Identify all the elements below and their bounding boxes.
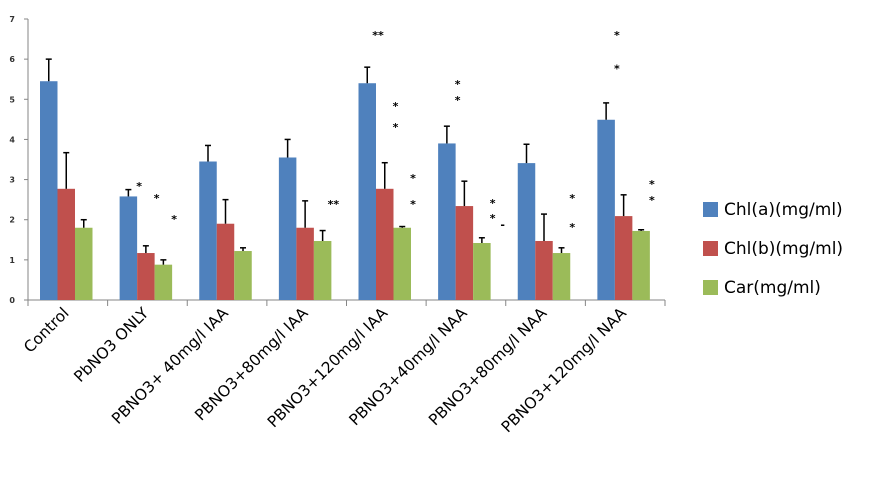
bar bbox=[119, 196, 138, 300]
legend-label: Chl(a)(mg/ml) bbox=[724, 199, 843, 220]
significance-marker: * bbox=[393, 121, 399, 134]
bar bbox=[313, 240, 332, 300]
significance-marker: * bbox=[490, 197, 496, 210]
y-tick-label: 2 bbox=[9, 216, 15, 225]
significance-marker: * bbox=[649, 178, 655, 191]
significance-marker: * bbox=[393, 100, 399, 113]
significance-marker: * bbox=[569, 192, 575, 205]
significance-marker: * bbox=[614, 29, 620, 42]
significance-marker: * bbox=[171, 213, 177, 226]
x-tick-label: Control bbox=[20, 304, 72, 356]
legend-label: Car(mg/ml) bbox=[724, 277, 821, 298]
legend-label: Chl(b)(mg/ml) bbox=[724, 238, 844, 259]
bar bbox=[517, 163, 536, 300]
legend-item-car: Car(mg/ml) bbox=[703, 268, 843, 307]
bar bbox=[535, 240, 553, 300]
bar bbox=[234, 251, 252, 300]
bar bbox=[597, 119, 615, 300]
significance-marker: ** bbox=[372, 29, 384, 42]
bar bbox=[296, 227, 314, 300]
y-tick-label: 7 bbox=[9, 15, 15, 24]
legend-item-chl-b: Chl(b)(mg/ml) bbox=[703, 229, 843, 268]
significance-marker: * bbox=[136, 180, 142, 193]
significance-marker: ** bbox=[328, 198, 340, 211]
bar bbox=[154, 264, 173, 300]
bar bbox=[358, 83, 376, 300]
significance-marker: * bbox=[490, 212, 496, 225]
bar bbox=[199, 161, 217, 300]
significance-marker: - bbox=[500, 219, 505, 232]
bar bbox=[216, 223, 235, 300]
legend: Chl(a)(mg/ml) Chl(b)(mg/ml) Car(mg/ml) bbox=[703, 190, 843, 307]
bar bbox=[57, 188, 75, 300]
bar bbox=[278, 157, 297, 300]
y-tick-label: 5 bbox=[9, 95, 15, 104]
y-tick-label: 0 bbox=[9, 296, 15, 305]
significance-marker: * bbox=[154, 192, 160, 205]
y-tick-label: 4 bbox=[9, 135, 15, 144]
bar bbox=[137, 253, 155, 300]
significance-marker: * bbox=[649, 194, 655, 207]
significance-marker: * bbox=[410, 172, 416, 185]
bar bbox=[438, 143, 456, 300]
bar bbox=[455, 206, 474, 300]
y-tick-label: 6 bbox=[9, 55, 15, 64]
bar bbox=[614, 216, 633, 300]
legend-swatch bbox=[703, 241, 718, 256]
legend-item-chl-a: Chl(a)(mg/ml) bbox=[703, 190, 843, 229]
significance-marker: * bbox=[614, 63, 620, 76]
bar bbox=[40, 81, 58, 300]
bar bbox=[376, 188, 394, 300]
bar bbox=[552, 253, 571, 300]
bar bbox=[75, 227, 93, 300]
significance-marker: * bbox=[455, 78, 461, 91]
y-tick-label: 3 bbox=[9, 176, 15, 185]
bar bbox=[632, 230, 650, 300]
legend-swatch bbox=[703, 280, 718, 295]
significance-marker: * bbox=[569, 221, 575, 234]
x-tick-label: PbNO3 ONLY bbox=[71, 304, 153, 386]
significance-marker: * bbox=[455, 94, 461, 107]
bar bbox=[473, 242, 491, 300]
bar bbox=[393, 227, 411, 300]
y-tick-label: 1 bbox=[9, 256, 15, 265]
legend-swatch bbox=[703, 202, 718, 217]
significance-marker: * bbox=[410, 198, 416, 211]
